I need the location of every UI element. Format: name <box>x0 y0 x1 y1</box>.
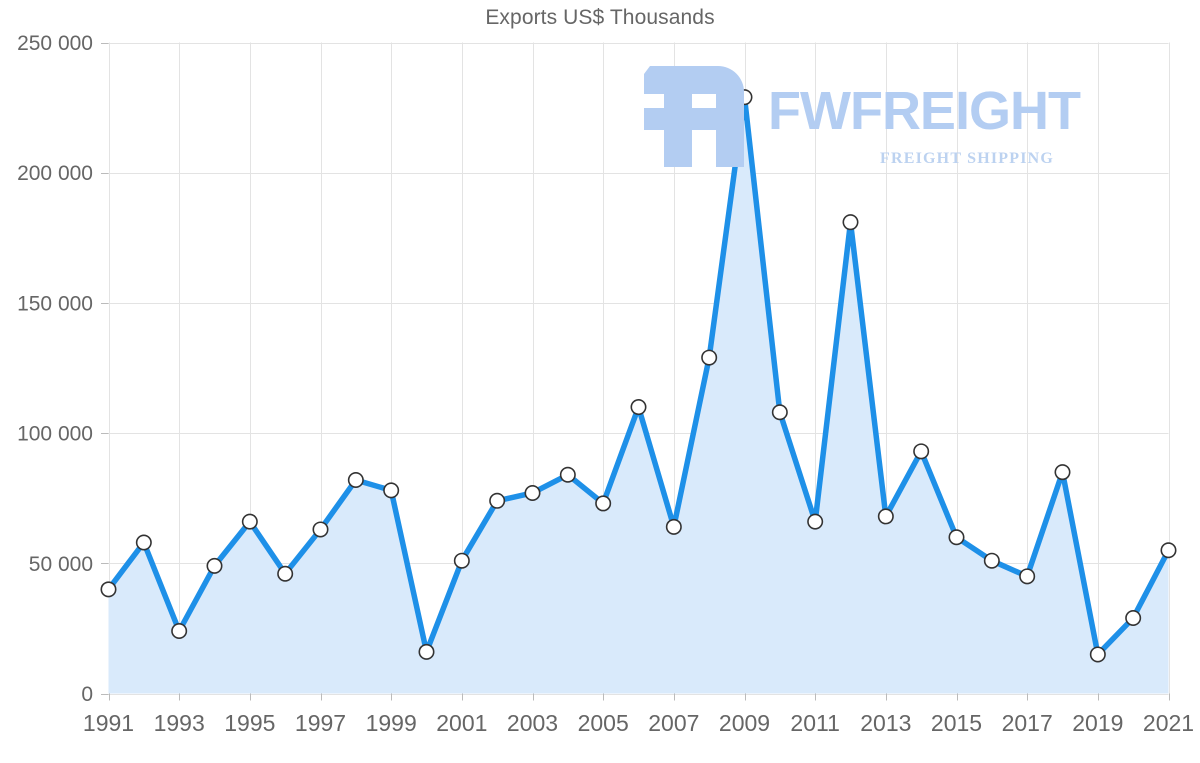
series-area-layer <box>108 97 1169 694</box>
data-point-marker[interactable] <box>277 565 294 582</box>
data-point-marker[interactable] <box>418 643 435 660</box>
x-axis-tick-label: 2011 <box>790 710 839 736</box>
data-point-marker[interactable] <box>701 349 718 366</box>
data-point-marker[interactable] <box>312 521 329 538</box>
data-point-marker[interactable] <box>665 518 682 535</box>
data-point-marker[interactable] <box>100 581 117 598</box>
data-point-marker[interactable] <box>524 484 541 501</box>
y-axis-tick-label: 50 000 <box>29 553 93 576</box>
data-point-marker[interactable] <box>1125 609 1142 626</box>
data-point-marker[interactable] <box>489 492 506 509</box>
series-area <box>108 97 1169 694</box>
data-point-marker[interactable] <box>1054 464 1071 481</box>
x-axis-tick-label: 2001 <box>436 710 487 736</box>
data-point-marker[interactable] <box>241 513 258 530</box>
y-axis-tick-label: 250 000 <box>17 32 93 55</box>
data-point-marker[interactable] <box>559 466 576 483</box>
x-axis-tick-label: 2013 <box>860 710 911 736</box>
x-axis-tick-label: 1991 <box>83 710 134 736</box>
data-point-marker[interactable] <box>771 404 788 421</box>
y-axis-tick-label: 200 000 <box>17 162 93 185</box>
data-point-marker[interactable] <box>1089 646 1106 663</box>
x-axis-tick-label: 1993 <box>154 710 205 736</box>
data-point-marker[interactable] <box>1019 568 1036 585</box>
data-point-marker[interactable] <box>630 399 647 416</box>
x-axis-tick-label: 2007 <box>648 710 699 736</box>
chart-title: Exports US$ Thousands <box>485 6 715 29</box>
data-point-marker[interactable] <box>206 557 223 574</box>
data-point-marker[interactable] <box>383 482 400 499</box>
data-point-marker[interactable] <box>171 622 188 639</box>
x-axis-tick-label: 2019 <box>1072 710 1123 736</box>
x-axis-tick-label: 1995 <box>224 710 275 736</box>
x-axis-tick-label: 2005 <box>578 710 629 736</box>
x-axis-tick-label: 2015 <box>931 710 982 736</box>
data-point-marker[interactable] <box>983 552 1000 569</box>
y-axis-labels: 0 50 000 100 000 150 000 200 000 250 000 <box>17 32 109 706</box>
x-axis-tick-label: 2017 <box>1002 710 1053 736</box>
data-point-marker[interactable] <box>135 534 152 551</box>
data-point-marker[interactable] <box>595 495 612 512</box>
x-axis-tick-label: 1999 <box>366 710 417 736</box>
data-point-marker[interactable] <box>807 513 824 530</box>
y-axis-tick-label: 100 000 <box>17 423 93 446</box>
data-point-marker[interactable] <box>736 89 753 106</box>
data-point-marker[interactable] <box>1160 542 1177 559</box>
data-point-marker[interactable] <box>913 443 930 460</box>
x-axis-tick-label: 2009 <box>719 710 770 736</box>
data-point-marker[interactable] <box>877 508 894 525</box>
y-axis-tick-label: 150 000 <box>17 292 93 315</box>
data-point-marker[interactable] <box>347 471 364 488</box>
x-axis-tick-label: 2021 <box>1143 710 1194 736</box>
x-axis-labels: 1991 1993 1995 1997 1999 2001 2003 2005 2007 2009… <box>83 693 1194 736</box>
x-axis-tick-label: 2003 <box>507 710 558 736</box>
data-point-marker[interactable] <box>948 529 965 546</box>
series-markers <box>100 89 1177 663</box>
data-point-marker[interactable] <box>842 214 859 231</box>
y-axis-tick-label: 0 <box>81 683 93 706</box>
data-point-marker[interactable] <box>453 552 470 569</box>
x-axis-tick-label: 1997 <box>295 710 346 736</box>
